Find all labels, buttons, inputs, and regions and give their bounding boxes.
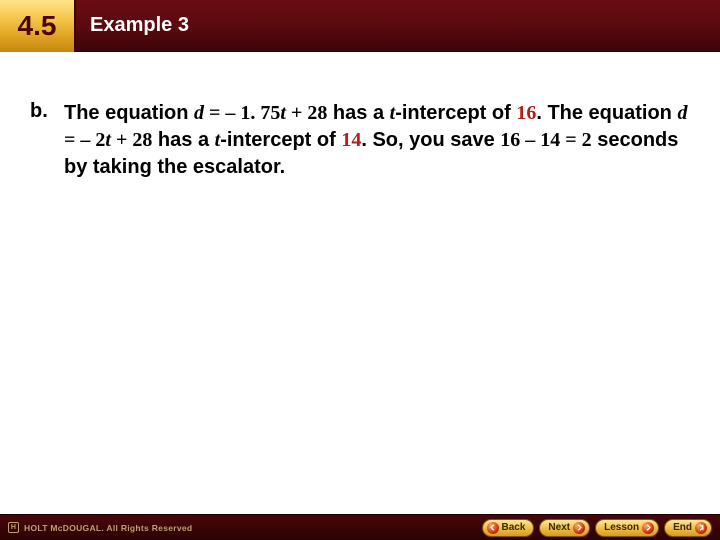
arrow-right-icon: [573, 522, 585, 534]
coef: 2: [90, 129, 105, 151]
end-icon: [695, 522, 707, 534]
lesson-button[interactable]: Lesson: [595, 519, 659, 537]
text: -intercept of: [220, 129, 341, 151]
const: + 28: [286, 102, 327, 124]
example-title: Example 3: [76, 0, 720, 51]
calc: 16 – 14 = 2: [500, 129, 591, 151]
text: has a: [152, 129, 214, 151]
neg: –: [80, 129, 90, 151]
publisher-logo-icon: H: [8, 522, 19, 533]
eq-sign: =: [64, 129, 80, 151]
back-button[interactable]: Back: [482, 519, 535, 537]
text: . So, you save: [361, 129, 500, 151]
next-button[interactable]: Next: [539, 519, 590, 537]
end-button[interactable]: End: [664, 519, 712, 537]
var-d: d: [677, 102, 687, 124]
nav-buttons: Back Next Lesson End: [482, 519, 713, 537]
arrow-left-icon: [487, 522, 499, 534]
text: The equation: [64, 102, 194, 124]
intercept-value-2: 14: [341, 129, 361, 151]
body-text: The equation d = – 1. 75t + 28 has a t-i…: [64, 100, 690, 181]
arrow-right-icon: [642, 522, 654, 534]
eq-sign: =: [204, 102, 225, 124]
copyright: H HOLT McDOUGAL. All Rights Reserved: [8, 522, 192, 533]
section-number-badge: 4.5: [0, 0, 76, 52]
next-label: Next: [548, 522, 570, 533]
text: . The equation: [536, 102, 677, 124]
const: + 28: [111, 129, 152, 151]
coef: 1. 75: [235, 102, 280, 124]
intercept-value-1: 16: [516, 102, 536, 124]
content-area: b. The equation d = – 1. 75t + 28 has a …: [0, 52, 720, 181]
part-label: b.: [30, 100, 64, 123]
copyright-text: HOLT McDOUGAL. All Rights Reserved: [24, 523, 192, 533]
var-d: d: [194, 102, 204, 124]
text: has a: [327, 102, 389, 124]
header-bar: 4.5 Example 3: [0, 0, 720, 52]
neg: –: [225, 102, 235, 124]
text: -intercept of: [395, 102, 516, 124]
footer-bar: H HOLT McDOUGAL. All Rights Reserved Bac…: [0, 514, 720, 540]
back-label: Back: [502, 522, 526, 533]
section-number: 4.5: [18, 10, 57, 42]
lesson-label: Lesson: [604, 522, 639, 533]
end-label: End: [673, 522, 692, 533]
